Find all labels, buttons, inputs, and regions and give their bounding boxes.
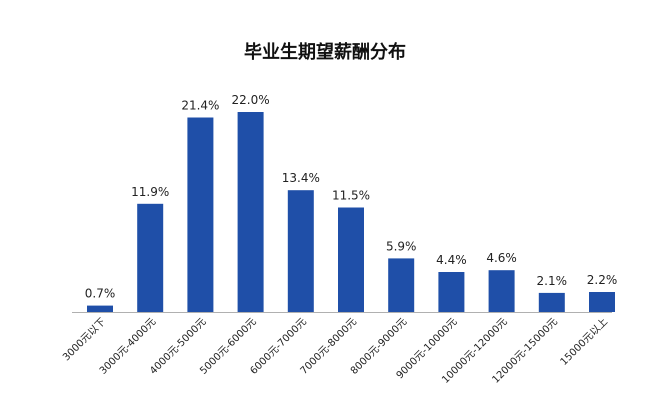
bar-value-label-7: 4.4% (436, 253, 467, 267)
bar-value-label-3: 22.0% (232, 93, 270, 107)
bar-value-label-0: 0.7% (85, 287, 116, 301)
bar-value-label-10: 2.2% (587, 273, 618, 287)
x-tick-label-10: 15000元以上 (558, 316, 610, 368)
x-tick-label-0: 3000元以下 (61, 316, 108, 363)
bar-value-label-8: 4.6% (486, 251, 517, 265)
bar-3 (237, 112, 264, 312)
bar-7 (438, 272, 465, 312)
bar-value-label-2: 21.4% (181, 99, 219, 113)
bar-9 (538, 292, 565, 312)
bar-value-label-1: 11.9% (131, 185, 169, 199)
bar-value-label-9: 2.1% (537, 274, 568, 288)
bar-1 (137, 203, 164, 312)
bar-10 (589, 292, 615, 312)
bar-8 (488, 270, 515, 312)
bar-2 (187, 117, 214, 312)
bar-value-label-5: 11.5% (332, 189, 370, 203)
bar-0 (87, 305, 113, 312)
bar-5 (338, 207, 364, 312)
chart-title: 毕业生期望薪酬分布 (244, 42, 406, 63)
bar-value-label-6: 5.9% (386, 239, 417, 253)
bar-value-label-4: 13.4% (282, 171, 320, 185)
bar-4 (287, 190, 314, 312)
bar-6 (388, 258, 415, 312)
